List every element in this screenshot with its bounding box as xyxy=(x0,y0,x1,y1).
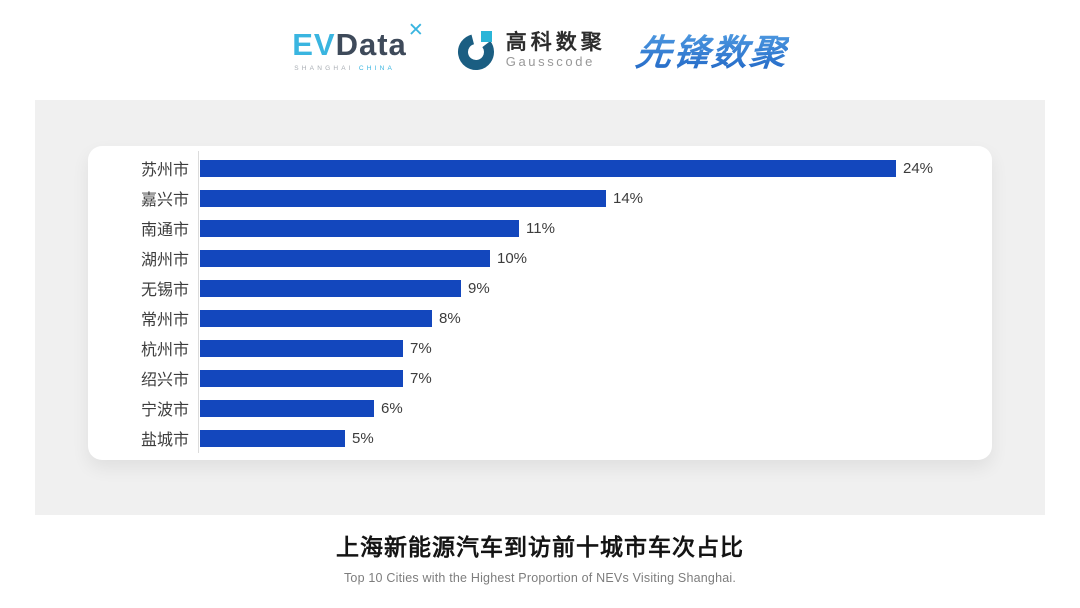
bar-chart: 苏州市 24% 嘉兴市 14% 南通市 11% 湖州市 10% 无锡市 9% 常州市 8% 杭州市 7% 绍… xyxy=(88,146,992,460)
chart-panel: 苏州市 24% 嘉兴市 14% 南通市 11% 湖州市 10% 无锡市 9% 常州市 8% 杭州市 7% 绍… xyxy=(35,100,1045,515)
bar xyxy=(200,279,461,297)
header: EV Data ✕ SHANGHAI CHINA 高科数聚 Gausscode 先锋… xyxy=(0,0,1080,100)
value-label: 10% xyxy=(497,249,528,267)
evdata-star-icon: ✕ xyxy=(407,19,425,41)
bar xyxy=(200,309,432,327)
evdata-ev-text: EV xyxy=(292,26,336,62)
category-label: 宁波市 xyxy=(140,402,189,419)
gausscode-g-icon xyxy=(457,31,494,70)
value-label: 14% xyxy=(613,189,644,207)
bar xyxy=(200,159,896,177)
value-label: 7% xyxy=(410,369,432,387)
bar xyxy=(200,189,606,207)
category-label: 绍兴市 xyxy=(140,372,189,389)
gausscode-text: 高科数聚 Gausscode xyxy=(506,31,606,69)
chart-row: 苏州市 24% xyxy=(88,153,992,183)
evdata-logo: EV Data ✕ SHANGHAI CHINA xyxy=(292,21,424,72)
chart-row: 宁波市 6% xyxy=(88,393,992,423)
category-label: 南通市 xyxy=(140,222,189,239)
category-label: 常州市 xyxy=(140,312,189,329)
bar xyxy=(200,429,345,447)
bar xyxy=(200,249,490,267)
bar xyxy=(200,219,519,237)
gausscode-logo: 高科数聚 Gausscode xyxy=(455,29,606,71)
chart-title: 上海新能源汽车到访前十城市车次占比 xyxy=(336,534,744,560)
evdata-subtext: SHANGHAI CHINA xyxy=(294,65,395,72)
evdata-china-text: CHINA xyxy=(358,64,396,72)
gausscode-en-text: Gausscode xyxy=(505,53,595,69)
category-label: 嘉兴市 xyxy=(140,192,189,209)
evdata-data-text: Data xyxy=(335,26,407,62)
value-label: 11% xyxy=(526,219,555,237)
footer: 上海新能源汽车到访前十城市车次占比 Top 10 Cities with the… xyxy=(0,528,1080,585)
evdata-wordmark: EV Data ✕ xyxy=(292,21,424,62)
chart-row: 嘉兴市 14% xyxy=(88,183,992,213)
value-label: 5% xyxy=(352,429,374,447)
chart-row: 杭州市 7% xyxy=(88,333,992,363)
chart-subtitle: Top 10 Cities with the Highest Proportio… xyxy=(343,571,737,585)
bar xyxy=(200,369,403,387)
chart-row: 常州市 8% xyxy=(88,303,992,333)
bar xyxy=(200,339,403,357)
chart-row: 无锡市 9% xyxy=(88,273,992,303)
category-label: 杭州市 xyxy=(140,342,189,359)
value-label: 24% xyxy=(903,159,934,177)
value-label: 8% xyxy=(439,309,461,327)
category-label: 无锡市 xyxy=(140,282,189,299)
chart-row: 湖州市 10% xyxy=(88,243,992,273)
bar xyxy=(200,399,374,417)
value-label: 6% xyxy=(381,399,403,417)
chart-card: 苏州市 24% 嘉兴市 14% 南通市 11% 湖州市 10% 无锡市 9% 常州市 8% 杭州市 7% 绍… xyxy=(88,146,992,460)
evdata-shanghai-text: SHANGHAI xyxy=(294,64,354,72)
value-label: 9% xyxy=(468,279,490,297)
value-label: 7% xyxy=(410,339,432,357)
gausscode-cn-text: 高科数聚 xyxy=(505,30,606,54)
chart-row: 南通市 11% xyxy=(88,213,992,243)
chart-rows: 苏州市 24% 嘉兴市 14% 南通市 11% 湖州市 10% 无锡市 9% 常州市 8% 杭州市 7% 绍… xyxy=(88,153,992,453)
category-label: 盐城市 xyxy=(140,432,189,449)
y-axis-line xyxy=(198,151,199,453)
category-label: 湖州市 xyxy=(140,252,189,269)
pioneer-logo: 先锋数聚 xyxy=(633,24,790,76)
chart-row: 绍兴市 7% xyxy=(88,363,992,393)
category-label: 苏州市 xyxy=(140,162,189,179)
chart-row: 盐城市 5% xyxy=(88,423,992,453)
